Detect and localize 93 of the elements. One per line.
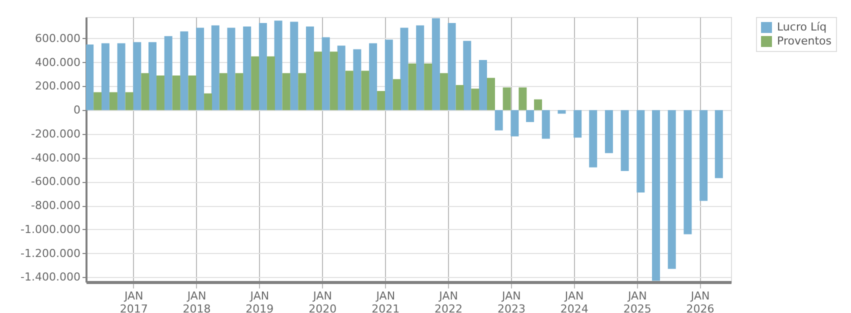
bar (652, 110, 660, 281)
x-tick-label: JAN 2018 (182, 290, 211, 313)
bar (86, 44, 94, 110)
bar (345, 70, 354, 110)
bar (164, 36, 172, 110)
bar (258, 22, 267, 110)
y-tick-label: 200.000 (35, 80, 80, 93)
x-tick-label: JAN 2017 (120, 290, 148, 313)
x-tick-label: JAN 2022 (434, 290, 463, 313)
bar (298, 73, 306, 110)
bar (172, 75, 180, 110)
bar (424, 64, 432, 110)
legend-label: Lucro Líq (777, 20, 827, 34)
bar (714, 110, 723, 178)
bar (235, 73, 244, 110)
bar (282, 73, 290, 110)
bar (274, 20, 282, 110)
bar (684, 110, 692, 234)
x-tick-label: JAN 2024 (560, 290, 588, 313)
bar (486, 78, 495, 110)
y-tick-label: -1.200.000 (20, 246, 80, 260)
bar (227, 28, 236, 110)
bar (361, 70, 370, 110)
bar (101, 43, 110, 110)
bar (574, 110, 582, 138)
bar (314, 52, 322, 110)
bar (243, 26, 252, 110)
x-tick-label: JAN 2021 (372, 290, 400, 313)
bar (377, 91, 386, 110)
bar (604, 110, 613, 154)
y-tick-label: 600.000 (35, 32, 80, 45)
bar (109, 92, 118, 110)
y-tick-label: 400.000 (35, 56, 80, 69)
x-tick-label: JAN 2026 (686, 290, 714, 313)
bar (518, 87, 527, 110)
bar (384, 40, 393, 110)
bar (620, 110, 629, 171)
bar (290, 22, 298, 110)
x-tick-label: JAN 2023 (497, 290, 526, 313)
bar (542, 110, 550, 139)
y-tick-label: 0 (74, 104, 80, 117)
bar (463, 40, 472, 110)
y-tick-label: -600.000 (31, 175, 80, 188)
bar (558, 110, 566, 114)
bar (156, 75, 164, 110)
bar (204, 93, 212, 110)
bar (510, 110, 519, 136)
bar (494, 110, 503, 130)
x-tick-label: JAN 2019 (246, 290, 274, 313)
bar (526, 110, 534, 122)
bar (400, 28, 408, 110)
bar (141, 73, 150, 110)
bar (125, 92, 134, 110)
bar (196, 28, 204, 110)
bar (322, 37, 330, 110)
y-tick-label: -1.400.000 (20, 270, 80, 284)
bar (353, 49, 362, 110)
bar (94, 92, 102, 110)
y-tick-label: -800.000 (31, 199, 80, 212)
x-tick-label: JAN 2025 (623, 290, 652, 313)
y-tick-label: -200.000 (31, 127, 80, 140)
bar (448, 22, 456, 110)
bar (589, 110, 598, 168)
bar (180, 31, 188, 110)
bar (133, 42, 142, 110)
bar (456, 85, 464, 110)
bar (700, 110, 708, 201)
bar (636, 110, 645, 192)
bar (432, 18, 440, 110)
y-tick-label: -400.000 (31, 151, 80, 164)
bar (266, 56, 275, 110)
x-tick-label: JAN 2020 (308, 290, 337, 313)
bar (211, 25, 220, 110)
bar (330, 52, 338, 110)
bar (188, 75, 196, 110)
bar (502, 87, 511, 110)
bar (117, 43, 126, 110)
legend-label: Proventos (777, 34, 832, 48)
bar (440, 73, 448, 110)
bar (668, 110, 676, 269)
bar (337, 46, 346, 110)
bar (219, 73, 228, 110)
bar (416, 25, 424, 110)
bar (392, 79, 401, 110)
bar (408, 64, 416, 110)
bar (251, 56, 260, 110)
y-tick-label: -1.000.000 (20, 222, 80, 236)
bar (306, 26, 314, 110)
bar (478, 60, 487, 110)
bar (369, 43, 378, 110)
bar (534, 99, 542, 110)
bar (471, 88, 480, 110)
bar (148, 42, 156, 110)
